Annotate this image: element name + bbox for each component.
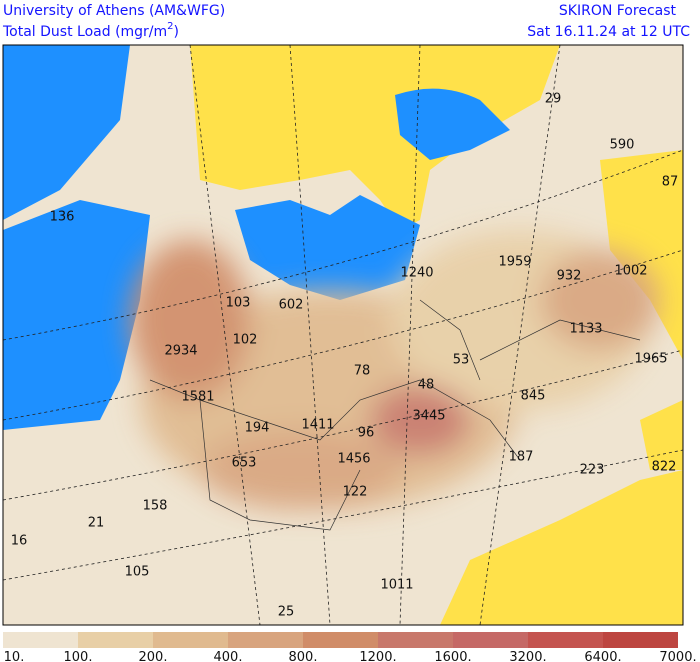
colorbar-swatch — [153, 632, 228, 648]
colorbar-label: 10. — [4, 650, 25, 662]
map-value-label: 3445 — [412, 409, 445, 424]
map-value-label: 1411 — [301, 418, 334, 433]
colorbar-swatch — [78, 632, 153, 648]
colorbar-swatch — [378, 632, 453, 648]
map-value-label: 105 — [125, 565, 150, 580]
colorbar-label: 200. — [139, 650, 168, 662]
map-labels: 29 590 87 136 1959 932 1002 1240 103 602 1133 2934 1… — [11, 92, 679, 620]
title-sup: 2 — [167, 21, 173, 32]
map-value-label: 1002 — [614, 264, 647, 279]
map-value-label: 29 — [545, 92, 562, 107]
map-value-label: 1133 — [569, 322, 602, 337]
map-value-label: 158 — [143, 499, 168, 514]
map-value-label: 1011 — [380, 578, 413, 593]
institution: University of Athens (AM&WFG) — [3, 3, 225, 19]
map-value-label: 122 — [343, 485, 368, 500]
colorbar-label: 7000. — [659, 650, 696, 662]
colorbar-swatch — [528, 632, 603, 648]
colorbar-label: 1200. — [359, 650, 396, 662]
map-value-label: 136 — [50, 210, 75, 225]
map-value-label: 932 — [557, 269, 582, 284]
map-value-label: 103 — [226, 296, 251, 311]
colorbar-label: 1600. — [434, 650, 471, 662]
map-value-label: 96 — [358, 426, 375, 441]
colorbar-swatch — [453, 632, 528, 648]
colorbar-label: 800. — [289, 650, 318, 662]
map-value-label: 48 — [418, 378, 435, 393]
colorbar-label: 100. — [64, 650, 93, 662]
colorbar-label: 3200. — [509, 650, 546, 662]
map-value-label: 194 — [245, 421, 270, 436]
colorbar-label: 6400. — [584, 650, 621, 662]
title-suffix: ) — [174, 24, 179, 40]
map-frame — [2, 44, 684, 626]
forecast-date: Sat 16.11.24 at 12 UTC — [527, 24, 690, 40]
map-value-label: 25 — [278, 605, 295, 620]
map-value-label: 1456 — [337, 452, 370, 467]
map-value-label: 187 — [509, 450, 534, 465]
colorbar-swatch — [228, 632, 303, 648]
map-value-label: 653 — [232, 456, 257, 471]
map-value-label: 78 — [354, 364, 371, 379]
map-value-label: 1240 — [400, 266, 433, 281]
colorbar-swatch — [303, 632, 378, 648]
map-value-label: 822 — [652, 460, 677, 475]
colorbar-swatch — [3, 632, 78, 648]
map-value-label: 2934 — [164, 344, 197, 359]
map-value-label: 1965 — [634, 352, 667, 367]
colorbar: 10. 100. 200. 400. 800. 1200. 1600. 3200. 6400. 7… — [3, 632, 697, 662]
map-value-label: 602 — [279, 298, 304, 313]
map-value-label: 21 — [88, 516, 105, 531]
model-name: SKIRON Forecast — [559, 3, 677, 19]
map-value-label: 1581 — [181, 390, 214, 405]
map-value-label: 845 — [521, 389, 546, 404]
colorbar-label: 400. — [214, 650, 243, 662]
map-value-label: 53 — [453, 353, 470, 368]
title-prefix: Total Dust Load (mgr/m — [2, 24, 167, 40]
map-value-label: 1959 — [498, 255, 531, 270]
map-value-label: 16 — [11, 534, 28, 549]
map — [3, 45, 683, 625]
map-value-label: 102 — [233, 333, 258, 348]
field-title: Total Dust Load (mgr/m2) — [2, 21, 179, 40]
map-value-label: 590 — [610, 138, 635, 153]
map-value-label: 223 — [580, 463, 605, 478]
map-value-label: 87 — [662, 175, 679, 190]
colorbar-swatch — [603, 632, 678, 648]
